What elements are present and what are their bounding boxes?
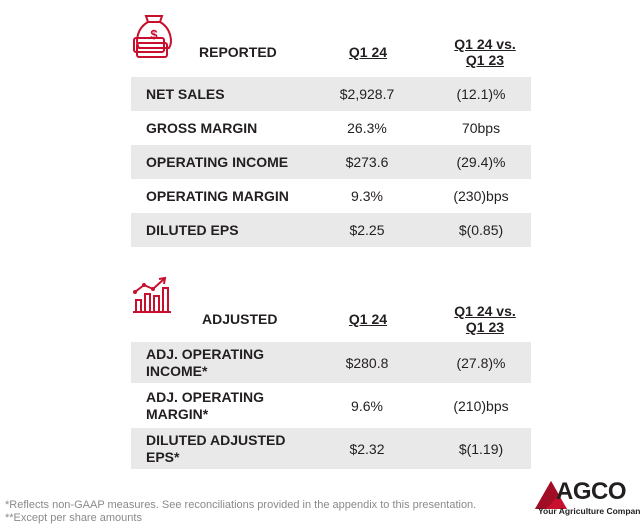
change-value: (29.4)%	[456, 154, 506, 170]
reported-col1-header: Q1 24	[348, 44, 388, 60]
q1-24-value: 9.3%	[351, 188, 383, 204]
logo-tagline: Your Agriculture Company	[538, 506, 640, 516]
adjusted-col2-header: Q1 24 vs. Q1 23	[454, 303, 516, 335]
change-value: (230)bps	[453, 188, 509, 204]
agco-triangle-icon	[535, 481, 567, 509]
row-label: ADJ. OPERATING MARGIN*	[146, 388, 264, 422]
agco-logo: AGCO Your Agriculture Company	[534, 476, 640, 518]
row-label: OPERATING MARGIN	[146, 187, 289, 204]
table-row: ADJ. OPERATING INCOME* $280.8 (27.8)%	[131, 342, 531, 383]
change-value: (12.1)%	[456, 86, 506, 102]
row-label: GROSS MARGIN	[146, 119, 258, 136]
q1-24-value: $2.25	[349, 222, 385, 238]
row-label: NET SALES	[146, 85, 225, 102]
table-row: DILUTED EPS $2.25 $(0.85)	[131, 213, 531, 247]
logo-wordmark: AGCO	[556, 478, 627, 505]
row-label: DILUTED EPS	[146, 221, 239, 238]
footnote-per-share: **Except per share amounts	[5, 512, 142, 524]
q1-24-value: $273.6	[345, 154, 389, 170]
table-row: OPERATING MARGIN 9.3% (230)bps	[131, 179, 531, 213]
change-value: $(0.85)	[458, 222, 504, 238]
table-row: OPERATING INCOME $273.6 (29.4)%	[131, 145, 531, 179]
table-row: ADJ. OPERATING MARGIN* 9.6% (210)bps	[131, 385, 531, 426]
reported-heading: REPORTED	[199, 44, 277, 60]
adjusted-col1-header: Q1 24	[348, 311, 388, 327]
q1-24-value: $280.8	[345, 354, 389, 371]
row-label: OPERATING INCOME	[146, 153, 289, 170]
q1-24-value: $2,928.7	[339, 86, 395, 102]
table-row: NET SALES $2,928.7 (12.1)%	[131, 77, 531, 111]
q1-24-value: 26.3%	[347, 120, 387, 136]
table-row: GROSS MARGIN 26.3% 70bps	[131, 111, 531, 145]
row-label: ADJ. OPERATING INCOME*	[146, 345, 264, 379]
change-value: (210)bps	[453, 397, 509, 414]
footnote-non-gaap: *Reflects non-GAAP measures. See reconci…	[5, 499, 477, 511]
row-label: DILUTED ADJUSTED EPS*	[146, 431, 286, 465]
bar-chart-trend-icon	[133, 276, 171, 313]
table-row: DILUTED ADJUSTED EPS* $2.32 $(1.19)	[131, 428, 531, 469]
change-value: (27.8)%	[456, 354, 506, 371]
change-value: 70bps	[461, 120, 501, 136]
reported-col2-header: Q1 24 vs. Q1 23	[454, 36, 516, 68]
q1-24-value: $2.32	[349, 440, 385, 457]
q1-24-value: 9.6%	[351, 397, 383, 414]
change-value: $(1.19)	[458, 440, 504, 457]
money-bag-icon: $	[133, 15, 172, 58]
adjusted-heading: ADJUSTED	[202, 311, 278, 327]
svg-text:$: $	[150, 27, 158, 42]
